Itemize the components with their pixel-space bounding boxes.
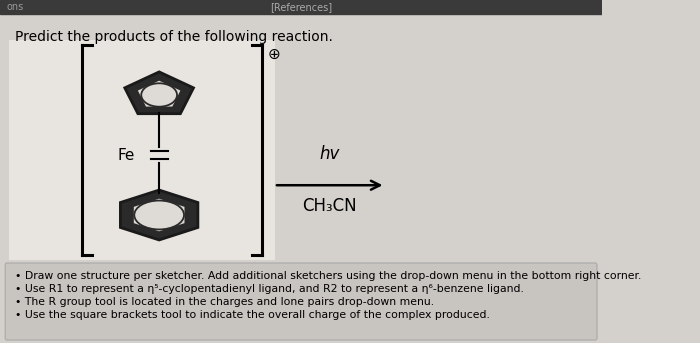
Text: • The R group tool is located in the charges and lone pairs drop-down menu.: • The R group tool is located in the cha… — [15, 297, 435, 307]
Polygon shape — [138, 81, 181, 107]
Text: Fe: Fe — [118, 147, 135, 163]
FancyBboxPatch shape — [8, 40, 275, 260]
Text: ons: ons — [6, 2, 23, 12]
Bar — [0, 0, 602, 14]
Text: • Draw one structure per sketcher. Add additional sketchers using the drop-down : • Draw one structure per sketcher. Add a… — [15, 271, 642, 281]
Polygon shape — [120, 190, 198, 240]
Polygon shape — [125, 72, 193, 114]
Text: Predict the products of the following reaction.: Predict the products of the following re… — [15, 30, 333, 44]
FancyBboxPatch shape — [5, 263, 597, 340]
Text: hv: hv — [319, 145, 340, 163]
Text: ⊕: ⊕ — [267, 47, 280, 62]
Text: • Use R1 to represent a η⁵-cyclopentadienyl ligand, and R2 to represent a η⁶-ben: • Use R1 to represent a η⁵-cyclopentadie… — [15, 284, 524, 294]
Polygon shape — [134, 199, 185, 231]
Text: CH₃CN: CH₃CN — [302, 197, 357, 215]
Text: • Use the square brackets tool to indicate the overall charge of the complex pro: • Use the square brackets tool to indica… — [15, 310, 491, 320]
Text: [References]: [References] — [270, 2, 332, 12]
